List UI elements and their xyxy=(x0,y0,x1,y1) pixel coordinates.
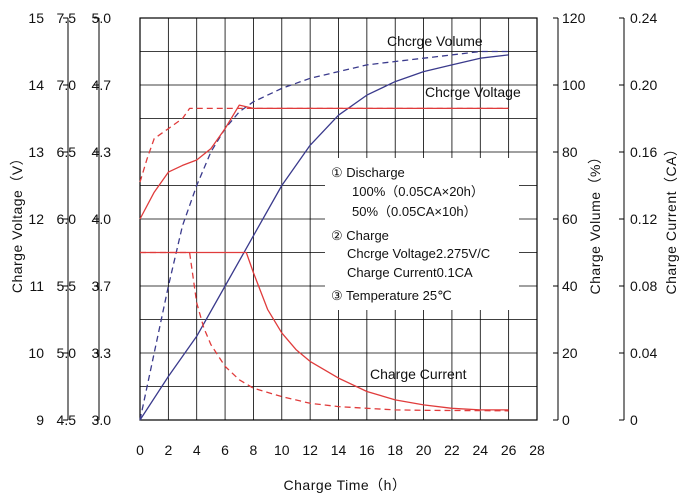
x-tick-label: 0 xyxy=(136,442,144,458)
x-tick-label: 12 xyxy=(302,442,318,458)
right-tick-label: 120 xyxy=(562,10,586,26)
legend: ① Discharge 100%（0.05CA×20h） 50%（0.05CA×… xyxy=(325,158,519,310)
curve-current-100 xyxy=(140,251,509,411)
curve-voltage-50 xyxy=(139,107,509,183)
left-tick-label: 5.5 xyxy=(57,278,77,294)
axes xyxy=(63,17,625,421)
left-tick-label: 12 xyxy=(28,211,44,227)
curve-volume-100 xyxy=(139,54,509,421)
legend-line-4: ② Charge xyxy=(331,228,389,243)
right-tick-label: 100 xyxy=(562,77,586,93)
left-tick-label: 7.5 xyxy=(57,10,77,26)
labels: 0 2 4 6 8 10 12 14 16 18 20 22 24 26 2815141312111097.… xyxy=(28,10,657,458)
left-tick-label: 5.0 xyxy=(57,345,77,361)
curve-volume-50 xyxy=(139,50,509,421)
right-tick-label: 0 xyxy=(562,412,570,428)
right-tick-label: 40 xyxy=(562,278,578,294)
x-tick-label: 24 xyxy=(472,442,488,458)
right-tick-label: 80 xyxy=(562,144,578,160)
left-tick-label: 4.7 xyxy=(92,77,112,93)
curve-voltage-100 xyxy=(139,104,509,220)
x-tick-label: 6 xyxy=(221,442,229,458)
left-tick-label: 7.0 xyxy=(57,77,77,93)
left-tick-label: 4.5 xyxy=(57,412,77,428)
right-tick-label: 0.12 xyxy=(630,211,657,227)
legend-line-3: 50%（0.05CA×10h） xyxy=(352,204,477,219)
legend-line-2: 100%（0.05CA×20h） xyxy=(352,184,484,199)
right-tick-label: 0.04 xyxy=(630,345,657,361)
left-tick-label: 6.5 xyxy=(57,144,77,160)
right-tick-label: 0.08 xyxy=(630,278,657,294)
left-tick-label: 13 xyxy=(28,144,44,160)
x-tick-label: 14 xyxy=(331,442,347,458)
left-tick-label: 4.3 xyxy=(92,144,112,160)
left-y-axis-title: Charge Voltage（V） xyxy=(9,151,25,293)
legend-line-5: Chcrge Voltage2.275V/C xyxy=(347,246,490,261)
left-tick-label: 14 xyxy=(28,77,44,93)
legend-line-7: ③ Temperature 25℃ xyxy=(331,288,452,303)
x-tick-label: 20 xyxy=(416,442,432,458)
x-tick-label: 28 xyxy=(529,442,545,458)
right-volume-axis-title: Charge Volume（%） xyxy=(587,150,603,295)
left-tick-label: 4.0 xyxy=(92,211,112,227)
x-tick-label: 4 xyxy=(193,442,201,458)
x-axis-title: Charge Time（h） xyxy=(284,477,407,493)
left-tick-label: 3.0 xyxy=(92,412,112,428)
left-tick-label: 6.0 xyxy=(57,211,77,227)
right-tick-label: 0.24 xyxy=(630,10,657,26)
volume-curve-label: Chcrge Volume xyxy=(387,33,483,49)
right-current-axis-title: Charge Current（CA） xyxy=(663,142,679,295)
right-tick-label: 0.16 xyxy=(630,144,657,160)
right-tick-label: 20 xyxy=(562,345,578,361)
right-tick-label: 0 xyxy=(630,412,638,428)
left-tick-label: 3.3 xyxy=(92,345,112,361)
legend-line-1: ① Discharge xyxy=(331,165,405,180)
curves xyxy=(139,50,509,421)
left-tick-label: 10 xyxy=(28,345,44,361)
right-tick-label: 60 xyxy=(562,211,578,227)
x-tick-label: 10 xyxy=(274,442,290,458)
left-tick-label: 15 xyxy=(28,10,44,26)
legend-line-6: Charge Current0.1CA xyxy=(347,265,473,280)
x-tick-label: 2 xyxy=(164,442,172,458)
x-tick-label: 26 xyxy=(501,442,517,458)
x-tick-label: 22 xyxy=(444,442,460,458)
right-tick-label: 0.20 xyxy=(630,77,657,93)
x-tick-label: 18 xyxy=(387,442,403,458)
left-tick-label: 9 xyxy=(36,412,44,428)
left-tick-label: 11 xyxy=(29,278,44,294)
voltage-curve-label: Chcrge Voltage xyxy=(425,84,521,100)
x-tick-label: 16 xyxy=(359,442,375,458)
left-tick-label: 5.0 xyxy=(92,10,112,26)
x-tick-label: 8 xyxy=(250,442,258,458)
left-tick-label: 3.7 xyxy=(92,278,112,294)
current-curve-label: Charge Current xyxy=(370,366,467,382)
